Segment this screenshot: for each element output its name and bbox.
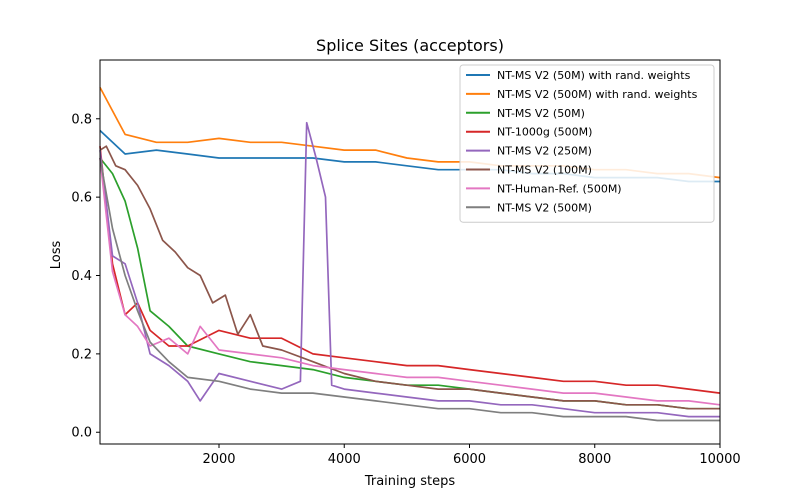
legend-label: NT-Human-Ref. (500M) — [497, 182, 622, 195]
y-tick-label: 0.4 — [71, 269, 92, 284]
series-line-4 — [99, 146, 721, 394]
y-axis: 0.0 0.2 0.4 0.6 0.8 — [71, 112, 100, 441]
x-axis-label: Training steps — [364, 474, 456, 489]
legend-label: NT-MS V2 (500M) with rand. weights — [497, 88, 698, 101]
legend-label: NT-MS V2 (500M) — [497, 201, 592, 214]
x-tick-label: 6000 — [453, 452, 486, 467]
series-line-8 — [99, 157, 720, 422]
series-line-6 — [99, 145, 720, 410]
chart-title: Splice Sites (acceptors) — [316, 36, 504, 55]
legend: NT-MS V2 (50M) with rand. weights NT-MS V… — [459, 64, 715, 223]
y-axis-label: Loss — [49, 241, 64, 270]
legend-label: NT-1000g (500M) — [497, 126, 592, 139]
x-tick-label: 2000 — [202, 452, 235, 467]
legend-frame — [459, 64, 715, 223]
x-axis: 2000 4000 6000 8000 10000 — [202, 444, 741, 467]
legend-label: NT-MS V2 (100M) — [497, 164, 592, 177]
series-line-5 — [99, 121, 720, 418]
legend-label: NT-MS V2 (50M) with rand. weights — [497, 69, 691, 82]
legend-label: NT-MS V2 (250M) — [497, 145, 592, 158]
legend-label: NT-MS V2 (50M) — [497, 107, 585, 120]
y-tick-label: 0.6 — [71, 191, 92, 206]
series-line-7 — [99, 157, 721, 406]
x-tick-label: 8000 — [578, 452, 611, 467]
x-tick-label: 4000 — [328, 452, 361, 467]
y-tick-label: 0.0 — [71, 426, 92, 441]
series-layer — [99, 86, 721, 422]
y-tick-label: 0.2 — [71, 347, 92, 362]
plot-frame — [99, 59, 721, 445]
y-tick-label: 0.8 — [71, 112, 92, 127]
x-tick-label: 10000 — [699, 452, 740, 467]
